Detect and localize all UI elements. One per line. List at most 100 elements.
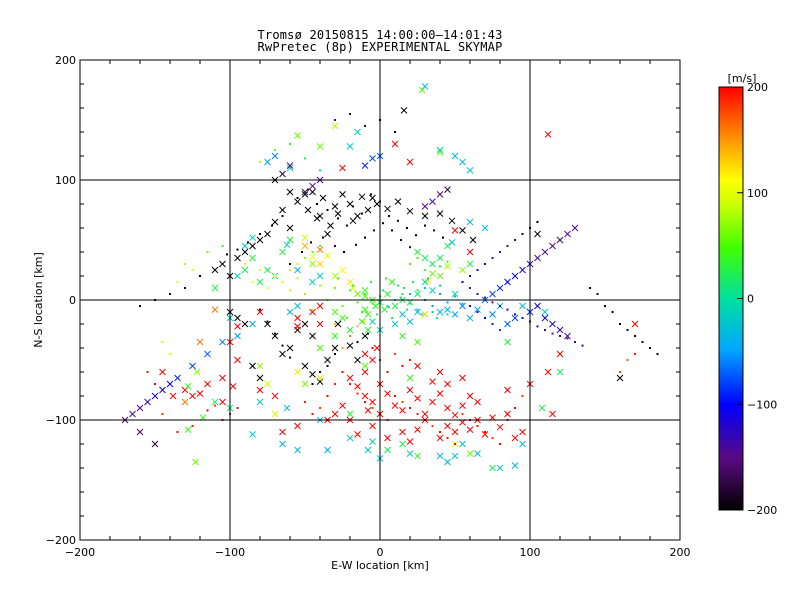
data-point-dot (469, 287, 471, 289)
data-point-dot (406, 308, 408, 311)
data-point-cross (286, 344, 294, 352)
data-point-dot (386, 305, 389, 307)
data-point-cross (234, 356, 241, 364)
data-point-dot (521, 395, 524, 397)
data-point-cross (151, 440, 159, 448)
data-point-dot (310, 241, 312, 244)
data-point-dot (247, 241, 249, 244)
data-point-cross (264, 380, 271, 388)
data-point-cross (391, 302, 399, 310)
data-point-cross (271, 218, 279, 226)
y-tick-label: −200 (46, 534, 76, 547)
data-point-dot (412, 281, 414, 283)
data-point-dot (424, 224, 426, 227)
data-point-dot (514, 313, 516, 316)
data-point-dot (364, 236, 366, 239)
data-point-cross (294, 422, 301, 430)
data-point-cross (219, 398, 226, 406)
data-point-dot (301, 251, 303, 253)
data-layer (121, 83, 659, 472)
data-point-dot (589, 287, 591, 289)
data-point-cross (286, 188, 294, 196)
data-point-dot (259, 269, 261, 271)
data-point-cross (538, 404, 546, 412)
data-point-cross (316, 344, 324, 352)
data-point-dot (409, 359, 411, 361)
data-point-dot (304, 157, 306, 160)
data-point-dot (424, 269, 426, 271)
colorbar-tick-label: −200 (747, 504, 777, 517)
data-point-dot (371, 407, 374, 409)
data-point-dot (484, 263, 486, 265)
data-point-cross (241, 248, 249, 256)
data-point-cross (241, 266, 249, 274)
data-point-cross (549, 320, 556, 328)
data-point-dot (370, 281, 372, 283)
data-point-cross (294, 368, 301, 376)
data-point-dot (311, 383, 314, 385)
data-point-dot (304, 293, 306, 295)
data-point-dot (409, 246, 411, 249)
data-point-dot (346, 317, 348, 319)
data-point-cross (544, 368, 552, 376)
chart-subtitle: RwPretec (8p) EXPERIMENTAL SKYMAP (257, 40, 503, 54)
data-point-dot (373, 229, 375, 232)
data-point-dot (176, 431, 179, 433)
data-point-dot (382, 289, 384, 292)
data-point-cross (399, 440, 406, 448)
data-point-dot (289, 143, 291, 145)
data-point-cross (301, 234, 309, 241)
data-point-dot (476, 293, 479, 295)
data-point-cross (496, 464, 504, 472)
data-point-cross (444, 458, 451, 466)
data-point-cross (496, 284, 504, 292)
data-point-dot (514, 239, 516, 241)
data-point-dot (349, 289, 351, 292)
data-point-cross (481, 224, 489, 232)
data-point-dot (289, 263, 291, 265)
data-point-cross (316, 272, 324, 280)
data-point-dot (244, 263, 246, 265)
data-point-dot (484, 317, 486, 319)
data-point-cross (436, 272, 444, 280)
data-point-cross (436, 254, 444, 262)
data-point-cross (466, 248, 474, 256)
data-point-dot (346, 224, 348, 227)
data-point-dot (388, 306, 390, 309)
x-axis-title: E-W location [km] (331, 559, 429, 572)
data-point-cross (271, 392, 279, 400)
data-point-cross (436, 146, 444, 154)
data-point-dot (271, 224, 273, 227)
data-point-cross (489, 311, 496, 318)
data-point-dot (416, 257, 419, 259)
data-point-cross (283, 404, 291, 412)
data-point-dot (421, 313, 423, 316)
data-point-cross (301, 362, 309, 370)
data-point-dot (461, 281, 464, 283)
data-point-dot (424, 287, 426, 289)
x-tick-label: 0 (377, 546, 384, 559)
data-point-cross (249, 362, 256, 370)
data-point-cross (414, 395, 421, 402)
data-point-dot (221, 245, 224, 247)
data-point-cross (219, 374, 226, 382)
data-point-dot (394, 131, 396, 133)
data-point-dot (296, 197, 299, 199)
data-point-dot (469, 305, 471, 307)
data-point-dot (206, 409, 209, 412)
data-point-cross (174, 374, 181, 382)
data-point-dot (581, 344, 584, 347)
data-point-dot (574, 341, 576, 343)
data-point-cross (534, 302, 541, 310)
data-point-cross (184, 426, 192, 433)
data-point-cross (249, 431, 256, 438)
data-point-cross (391, 320, 399, 328)
data-point-dot (349, 383, 351, 385)
data-point-cross (316, 302, 324, 310)
data-point-cross (264, 320, 271, 328)
data-point-cross (444, 306, 451, 313)
data-point-dot (439, 293, 441, 295)
data-point-cross (364, 446, 372, 454)
data-point-dot (356, 301, 359, 304)
data-point-cross (421, 254, 429, 262)
